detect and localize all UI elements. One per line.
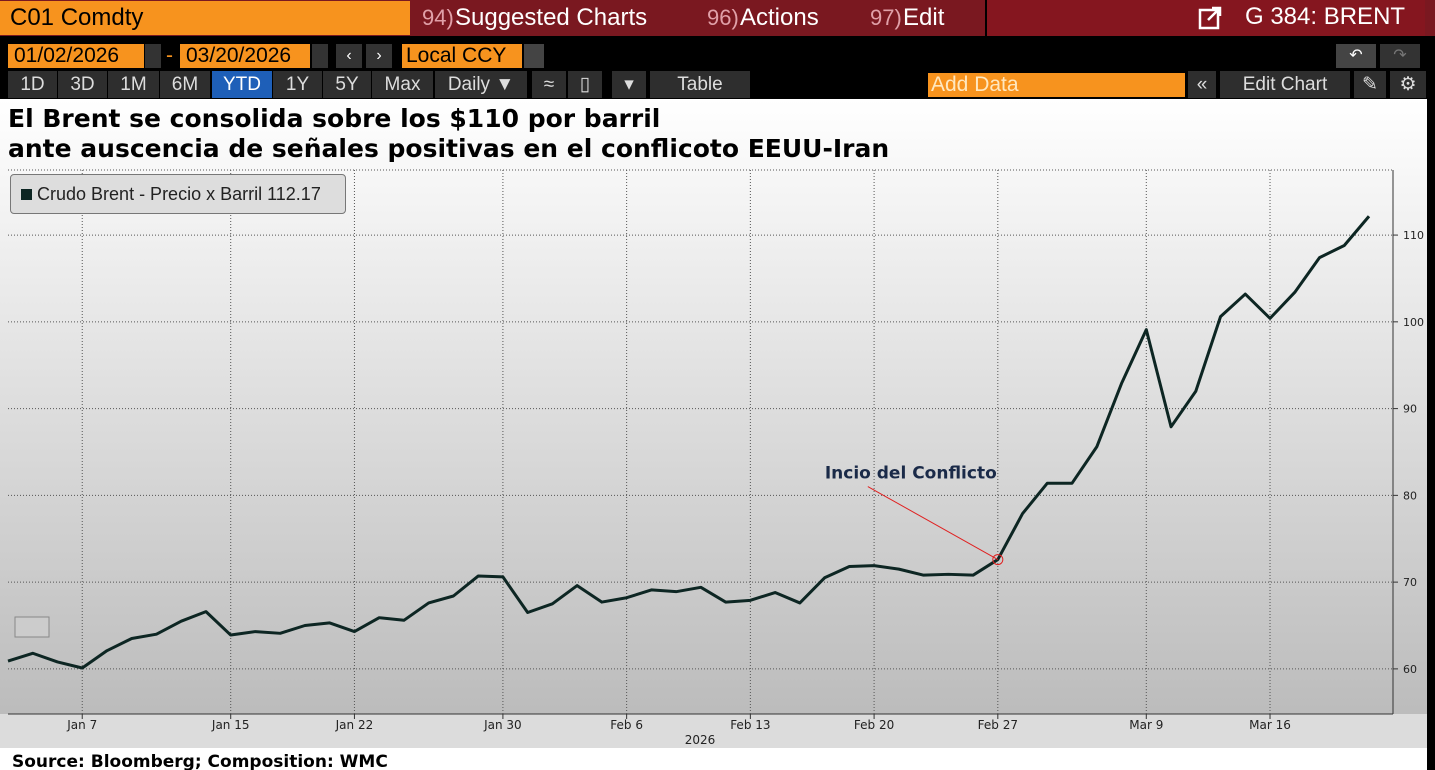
range-button[interactable]: Max <box>372 71 433 98</box>
calendar-icon[interactable] <box>145 44 161 68</box>
range-button[interactable]: 1M <box>108 71 159 98</box>
x-tick-label: Mar 16 <box>1249 718 1291 732</box>
prev-button[interactable]: ‹ <box>336 44 362 68</box>
x-tick-label: Jan 22 <box>335 718 374 732</box>
menu-number: 97) <box>870 5 902 30</box>
range-button[interactable]: 6M <box>160 71 210 98</box>
bar-icon[interactable]: ▯ <box>568 71 602 98</box>
x-tick-label: Jan 7 <box>66 718 97 732</box>
menu-number: 94) <box>422 5 454 30</box>
redo[interactable]: ↷ <box>1380 44 1420 68</box>
menu-label[interactable]: Suggested Charts <box>455 4 648 31</box>
y-tick-label: 60 <box>1403 663 1417 676</box>
y-tick-label: 110 <box>1403 229 1424 242</box>
x-axis-band <box>0 714 1427 748</box>
launch-icon[interactable] <box>1198 6 1224 30</box>
x-axis-label: 2026 <box>685 733 716 747</box>
settings-icon[interactable]: ⚙ <box>1390 71 1426 98</box>
date-separator: - <box>166 44 173 67</box>
annotation-marker <box>992 554 1004 566</box>
calendar-icon[interactable] <box>312 44 328 68</box>
annotation-arrow <box>867 486 999 560</box>
chart-title: El Brent se consolida sobre los $110 por… <box>8 104 660 133</box>
table-button[interactable]: Table <box>650 71 750 98</box>
x-tick-label: Mar 9 <box>1129 718 1163 732</box>
start-date[interactable]: 01/02/2026 <box>8 44 144 68</box>
price-line <box>7 215 1371 670</box>
currency-dropdown[interactable] <box>524 44 544 68</box>
x-tick-label: Jan 15 <box>211 718 250 732</box>
x-tick-label: Feb 20 <box>854 718 894 732</box>
annotate-icon[interactable]: ✎ <box>1354 71 1386 98</box>
x-tick-label: Feb 13 <box>730 718 770 732</box>
x-tick-label: Feb 27 <box>978 718 1018 732</box>
footer-band <box>0 748 1427 770</box>
collapse[interactable]: « <box>1188 71 1216 98</box>
y-tick-label: 100 <box>1403 316 1424 329</box>
range-button[interactable]: 3D <box>58 71 107 98</box>
x-tick-label: Jan 30 <box>483 718 522 732</box>
menu-label[interactable]: Actions <box>740 4 819 31</box>
menu-label[interactable]: Edit <box>903 4 945 31</box>
annotation-label: Incio del Conflicto <box>825 464 997 484</box>
currency[interactable]: Local CCY <box>402 44 522 68</box>
function-code: G 384: BRENT <box>1245 3 1406 30</box>
y-tick-label: 90 <box>1403 403 1417 416</box>
range-button[interactable]: 1D <box>8 71 57 98</box>
legend-value: 112.17 <box>267 184 321 204</box>
edit-chart-label: Edit Chart <box>1242 74 1328 95</box>
menu-number: 96) <box>707 5 739 30</box>
edit-chart[interactable]: Edit Chart <box>1220 71 1350 98</box>
range-button[interactable]: YTD <box>212 71 272 98</box>
legend-swatch <box>21 189 32 200</box>
next-button[interactable]: › <box>366 44 392 68</box>
legend: Crudo Brent - Precio x Barril 112.17 <box>10 174 346 214</box>
y-tick-label: 70 <box>1403 576 1417 589</box>
line-icon[interactable]: ≈ <box>532 71 566 98</box>
more-dropdown[interactable]: ▾ <box>612 71 646 98</box>
add-data[interactable]: Add Data <box>928 73 1185 97</box>
legend-label: Crudo Brent - Precio x Barril <box>37 184 263 204</box>
y-tick-label: 80 <box>1403 489 1417 502</box>
function-box <box>985 0 1425 36</box>
date-row: 01/02/2026 - 03/20/2026 ‹ › Local CCY ↶ … <box>0 36 1427 71</box>
x-tick-label: Feb 6 <box>610 718 643 732</box>
security-field[interactable]: C01 Comdty <box>0 1 410 35</box>
top-bar: C01 Comdty G 384: BRENT <box>0 0 1435 36</box>
chart-type-icon[interactable] <box>14 616 50 638</box>
range-button[interactable]: 1Y <box>273 71 322 98</box>
undo[interactable]: ↶ <box>1336 44 1376 68</box>
range-button[interactable]: 5Y <box>323 71 371 98</box>
end-date[interactable]: 03/20/2026 <box>180 44 310 68</box>
source: Source: Bloomberg; Composition: WMC <box>12 752 388 770</box>
frequency[interactable]: Daily ▼ <box>435 71 527 98</box>
chart-title: ante auscencia de señales positivas en e… <box>8 134 889 163</box>
